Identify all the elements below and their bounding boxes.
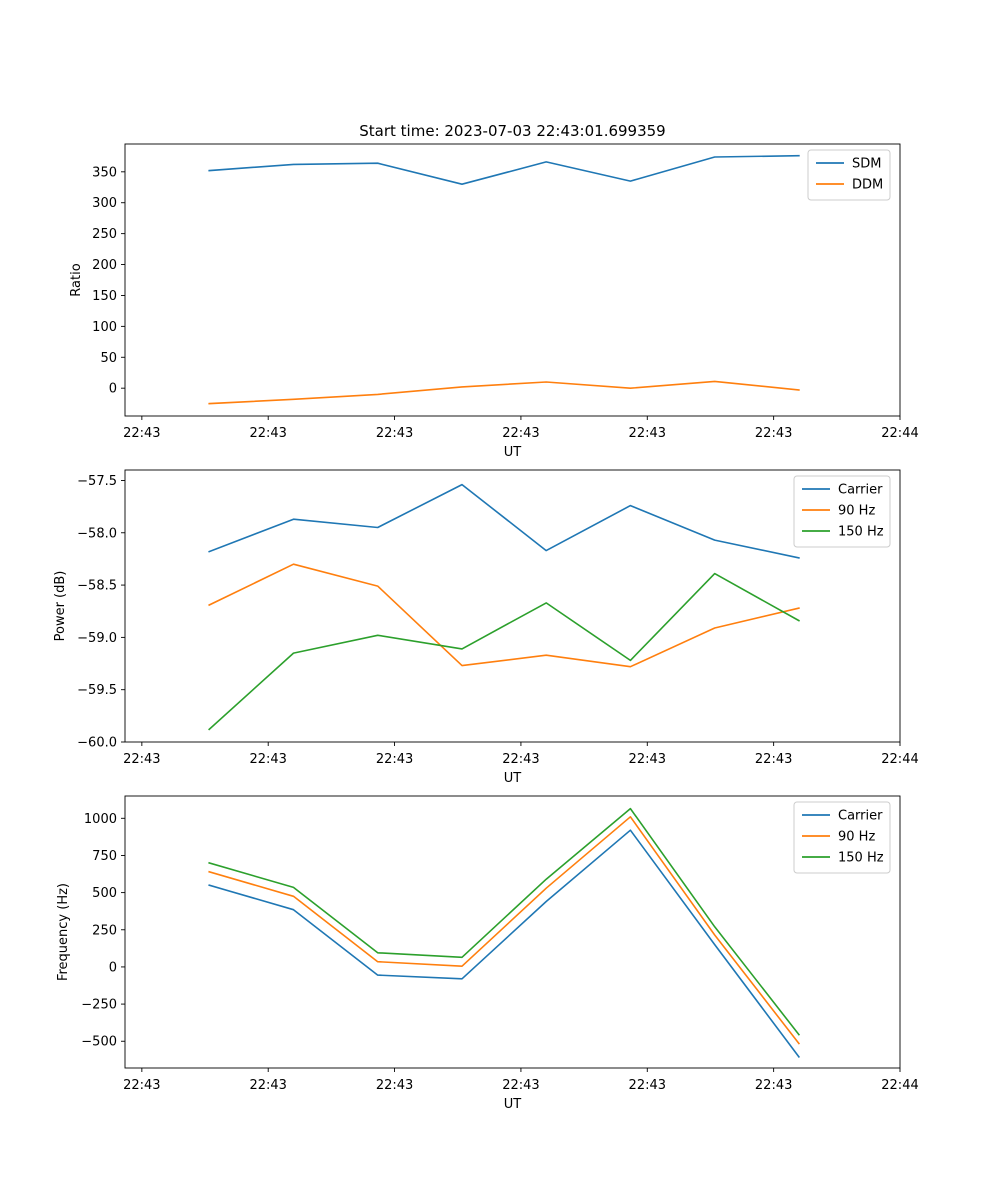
x-tick-label: 22:43 [123, 752, 160, 767]
x-tick-label: 22:43 [123, 426, 160, 441]
legend-label: 150 Hz [838, 525, 884, 540]
x-tick-label: 22:43 [376, 1078, 413, 1093]
x-tick-label: 22:43 [502, 1078, 539, 1093]
axes-frame [124, 469, 901, 743]
plot-panel-2: −60.0 −59.5 −59.0 −58.5 −58.0 −57.5 22:43 22:43… [53, 469, 919, 786]
y-tick-label: −60.0 [77, 736, 117, 751]
y-tick-label: 100 [92, 320, 117, 335]
x-tick-label: 22:43 [629, 426, 666, 441]
y-tick-label: −57.5 [77, 474, 117, 489]
x-tick-label: 22:43 [502, 752, 539, 767]
legend-label: Carrier [838, 483, 883, 498]
axes-frame [124, 143, 901, 417]
x-tick-label: 22:44 [881, 752, 918, 767]
legend-label: 90 Hz [838, 830, 875, 845]
x-tick-label: 22:43 [123, 1078, 160, 1093]
series-line-150-hz [208, 572, 800, 731]
x-tick-label: 22:43 [376, 426, 413, 441]
series-line-90-hz [208, 563, 800, 668]
figure-title: Start time: 2023-07-03 22:43:01.699359 [359, 122, 665, 140]
x-axis-label: UT [504, 1097, 522, 1112]
series-line-150-hz [208, 807, 801, 1036]
legend-label: Carrier [838, 809, 883, 824]
x-tick-label: 22:43 [376, 752, 413, 767]
y-tick-label: 0 [109, 960, 117, 975]
x-tick-label: 22:43 [755, 752, 792, 767]
legend: Carrier 90 Hz 150 Hz [793, 475, 891, 548]
legend-box [793, 475, 891, 548]
y-tick-label: 50 [100, 351, 117, 366]
series-line-carrier [208, 829, 801, 1059]
y-tick-label: 350 [92, 165, 117, 180]
y-tick-label: 200 [92, 258, 117, 273]
series-line-90-hz [208, 815, 801, 1045]
legend-label: 90 Hz [838, 504, 875, 519]
series-line-ddm [208, 380, 800, 405]
y-tick-label: 150 [92, 289, 117, 304]
series-line-sdm [208, 154, 800, 185]
plot-panel-3: −500 −250 0 250 500 750 1000 22:43 22:43 22:43 22:… [56, 795, 919, 1112]
legend-label: 150 Hz [838, 851, 884, 866]
y-axis-label: Power (dB) [53, 571, 68, 642]
y-tick-label: −59.0 [77, 631, 117, 646]
y-tick-label: 300 [92, 196, 117, 211]
x-tick-label: 22:43 [755, 426, 792, 441]
x-tick-label: 22:43 [502, 426, 539, 441]
x-tick-label: 22:44 [881, 426, 918, 441]
legend: SDM DDM [807, 149, 891, 201]
y-tick-label: −59.5 [77, 683, 117, 698]
x-tick-label: 22:43 [629, 1078, 666, 1093]
x-tick-label: 22:43 [249, 1078, 286, 1093]
y-tick-label: 750 [92, 849, 117, 864]
y-axis-label: Ratio [69, 263, 84, 296]
x-axis-label: UT [504, 445, 522, 460]
x-tick-label: 22:43 [249, 752, 286, 767]
x-tick-label: 22:43 [629, 752, 666, 767]
legend-label: DDM [852, 178, 883, 193]
axes-frame [124, 795, 901, 1069]
y-tick-label: 0 [109, 382, 117, 397]
y-tick-label: 1000 [84, 812, 117, 827]
series-line-carrier [208, 483, 800, 559]
y-axis-label: Frequency (Hz) [56, 883, 71, 981]
y-tick-label: −58.5 [77, 579, 117, 594]
legend-box [793, 801, 891, 874]
x-tick-label: 22:44 [881, 1078, 918, 1093]
y-tick-label: 500 [92, 886, 117, 901]
x-axis-label: UT [504, 771, 522, 786]
legend-label: SDM [852, 157, 881, 172]
y-tick-label: −250 [81, 998, 117, 1013]
x-tick-label: 22:43 [755, 1078, 792, 1093]
y-tick-label: −500 [81, 1035, 117, 1050]
legend: Carrier 90 Hz 150 Hz [793, 801, 891, 874]
x-tick-label: 22:43 [249, 426, 286, 441]
y-tick-label: −58.0 [77, 526, 117, 541]
y-tick-label: 250 [92, 923, 117, 938]
plot-panel-1: 0 50 100 150 200 250 300 350 22:43 22:43 22:43 22:4… [69, 143, 919, 460]
plots-layer: 0 50 100 150 200 250 300 350 22:43 22:43 22:43 22:4… [53, 143, 919, 1112]
y-tick-label: 250 [92, 227, 117, 242]
